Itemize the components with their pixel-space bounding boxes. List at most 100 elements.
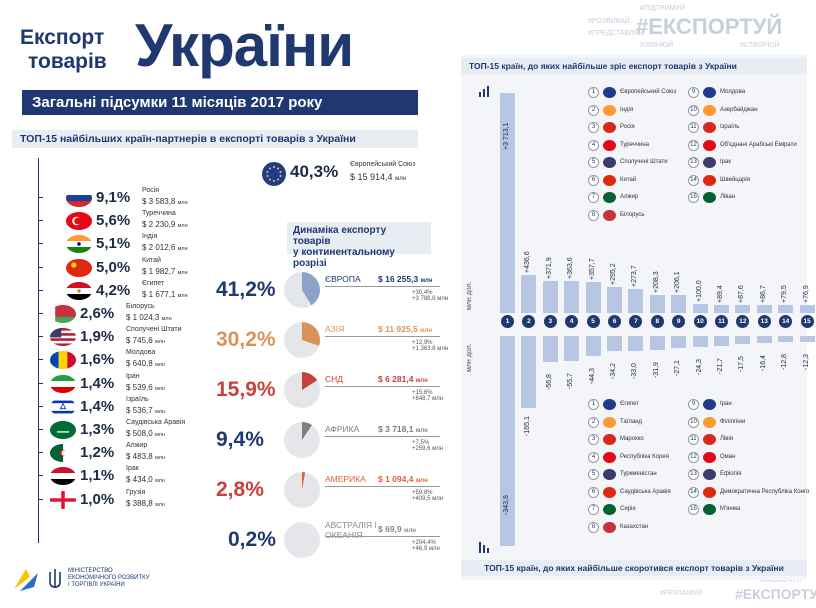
india-flag-icon bbox=[66, 235, 92, 254]
decline-bar bbox=[500, 336, 515, 546]
eu-value: $ 15 914,4 млн bbox=[350, 172, 407, 182]
decline-label: -31,9 bbox=[652, 362, 660, 379]
chart-up-icon bbox=[478, 84, 492, 98]
continent-name: АЗІЯ bbox=[325, 324, 345, 334]
trident-icon bbox=[48, 568, 62, 590]
partner-value: $ 1 982,7 млн bbox=[142, 266, 188, 276]
partner-name: Індія bbox=[142, 233, 158, 241]
continent-pct: 15,9% bbox=[216, 378, 276, 401]
growth-legend-flag-icon bbox=[603, 192, 616, 203]
partner-pct: 1,6% bbox=[80, 351, 115, 369]
decline-label: -12,3 bbox=[802, 354, 810, 370]
growth-legend-flag-icon bbox=[703, 122, 716, 133]
continent-value: $ 6 281,4 млн bbox=[378, 374, 428, 384]
growth-legend-flag-icon bbox=[603, 87, 616, 98]
partner-tick bbox=[38, 452, 43, 454]
decline-legend-flag-icon bbox=[703, 504, 716, 515]
growth-legend-name: Ірак bbox=[720, 159, 731, 165]
growth-bar bbox=[585, 281, 601, 313]
decline-legend-name: Іран bbox=[720, 401, 732, 407]
decline-legend-name: Єгипет bbox=[620, 401, 639, 407]
growth-legend-flag-icon bbox=[603, 104, 616, 116]
partner-tick bbox=[38, 405, 43, 407]
growth-rank: 6 bbox=[608, 315, 621, 328]
dynamics-title1: Динаміка експорту товарів bbox=[293, 225, 387, 247]
growth-legend-name: Європейський Союз bbox=[620, 89, 677, 95]
partner-value: $ 3 583,8 млн bbox=[142, 197, 188, 206]
decline-legend-number: 10 bbox=[688, 416, 699, 428]
egypt-flag-icon bbox=[66, 281, 92, 300]
decline-label: -17,5 bbox=[738, 355, 746, 372]
decline-legend-number: 2 bbox=[588, 416, 599, 428]
partner-tick bbox=[38, 289, 43, 291]
growth-legend-name: Азербайджан bbox=[720, 106, 758, 113]
continent-pie bbox=[284, 472, 320, 508]
partner-name: Туреччина bbox=[142, 210, 176, 218]
georgia-flag-icon bbox=[50, 490, 76, 509]
decline-bar bbox=[628, 336, 644, 351]
growth-rank: 11 bbox=[715, 315, 728, 328]
partner-name: Ірак bbox=[126, 465, 139, 473]
growth-legend-number: 5 bbox=[588, 157, 599, 168]
summary-banner: Загальні підсумки 11 місяців 2017 року bbox=[22, 90, 418, 115]
decline-label: -56,8 bbox=[545, 373, 553, 390]
hashtag-4: #ЗМІНЮЙ bbox=[640, 42, 674, 49]
decline-legend-number: 15 bbox=[688, 504, 699, 515]
decline-legend-name: Оман bbox=[720, 453, 736, 460]
growth-legend-number: 4 bbox=[588, 139, 599, 151]
hashtag-main-bottom: #ЕКСПОРТУЙ bbox=[735, 586, 816, 602]
partner-value: $ 483,8 млн bbox=[126, 452, 165, 462]
growth-legend-flag-icon bbox=[703, 104, 716, 116]
decline-label: -55,7 bbox=[567, 373, 575, 390]
growth-label: +79,5 bbox=[781, 285, 789, 303]
growth-legend-name: Молдова bbox=[720, 89, 746, 95]
decline-label: -27,1 bbox=[674, 360, 682, 377]
dynamics-title2: у континентальному розрізі bbox=[293, 247, 395, 269]
hashtag-3: #ПРЕДСТАВЛЯЙ bbox=[588, 30, 644, 37]
turkey-flag-icon bbox=[66, 212, 92, 231]
growth-label: +357,7 bbox=[588, 258, 596, 280]
decline-bar bbox=[649, 336, 665, 351]
title-ukraine: України bbox=[135, 12, 354, 79]
decline-legend-number: 4 bbox=[588, 451, 599, 463]
growth-rank: 2 bbox=[522, 315, 536, 328]
growth-legend-flag-icon bbox=[603, 122, 616, 133]
continent-divider bbox=[325, 486, 440, 487]
decline-legend-number: 5 bbox=[588, 469, 599, 480]
growth-legend-number: 8 bbox=[588, 209, 599, 221]
growth-rank: 7 bbox=[629, 315, 643, 328]
decline-legend-name: Таїланд bbox=[620, 418, 643, 425]
decline-legend-name: Казахстан bbox=[620, 523, 649, 530]
growth-label: +295,2 bbox=[610, 263, 617, 286]
growth-rank: 3 bbox=[543, 315, 557, 328]
decline-bar bbox=[799, 336, 815, 342]
growth-rank: 1 bbox=[501, 315, 514, 328]
decline-label: -44,3 bbox=[588, 367, 596, 384]
decline-legend-name: Марокко bbox=[620, 436, 644, 442]
moldova-flag-icon bbox=[50, 351, 76, 370]
algeria-flag-icon bbox=[50, 444, 76, 463]
growth-bar bbox=[692, 304, 708, 313]
decline-legend-name: Туркменістан bbox=[620, 471, 657, 477]
continent-name: СНД bbox=[325, 374, 344, 384]
partner-pct: 1,3% bbox=[80, 421, 115, 438]
decline-legend-flag-icon bbox=[603, 521, 616, 533]
decline-legend-flag-icon bbox=[603, 416, 616, 428]
continent-pie bbox=[284, 322, 320, 358]
continent-name: АМЕРИКА bbox=[325, 474, 366, 484]
continent-pie bbox=[284, 372, 320, 408]
growth-rank: 9 bbox=[672, 315, 686, 328]
growth-legend-number: 15 bbox=[688, 192, 699, 203]
partner-name: Грузія bbox=[126, 488, 146, 496]
decline-legend-name: Філіппіни bbox=[720, 418, 746, 425]
hashtag-6: #РЕКЛАМУЙ bbox=[660, 590, 702, 597]
growth-bar bbox=[778, 305, 794, 313]
decline-legend-flag-icon bbox=[703, 486, 716, 498]
growth-label: +206,1 bbox=[674, 271, 682, 294]
growth-rank: 10 bbox=[693, 315, 707, 328]
decline-bar bbox=[564, 336, 580, 362]
decline-legend-flag-icon bbox=[603, 451, 616, 463]
decline-legend-flag-icon bbox=[603, 486, 616, 498]
hashtag-7: #ЗАОХОЧУЙ bbox=[760, 577, 802, 584]
growth-legend-number: 3 bbox=[588, 122, 599, 133]
